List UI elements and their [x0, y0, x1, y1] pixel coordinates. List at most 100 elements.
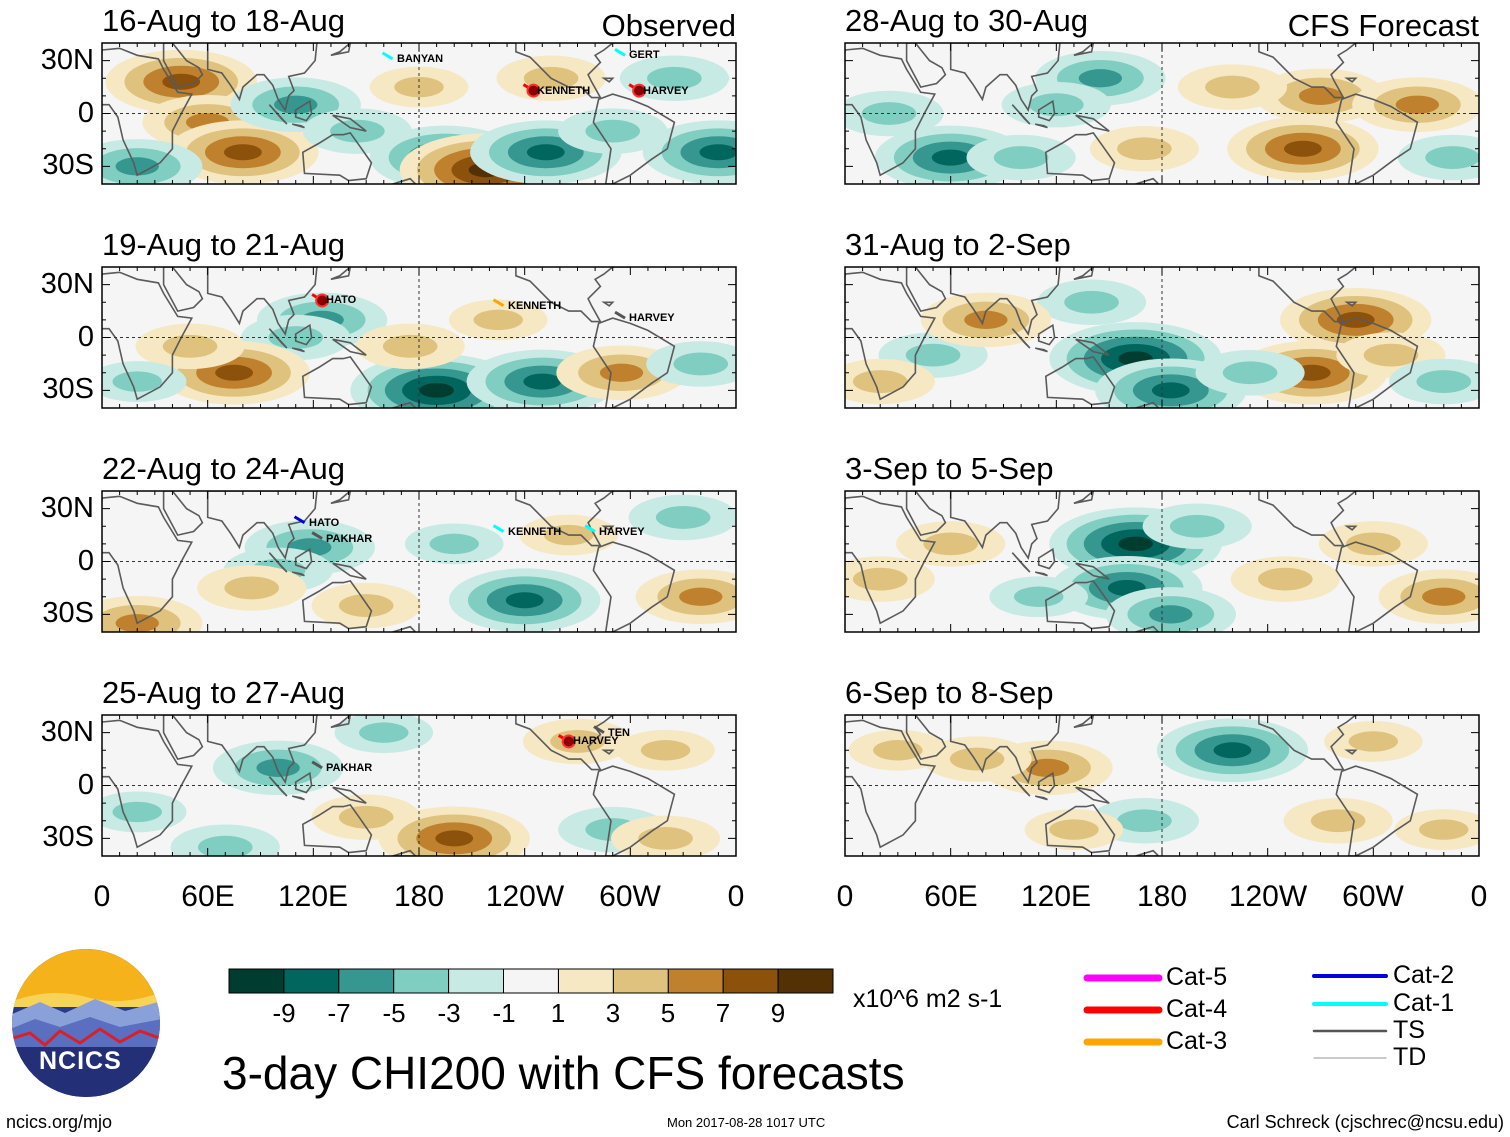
coastline-7: [332, 562, 367, 580]
anomaly-blob-5-level-2: [338, 594, 394, 617]
colorbar-swatch-8: [612, 968, 669, 994]
coastlines: [845, 267, 1419, 408]
y-axis-label-30s: 30S: [42, 373, 94, 405]
coastline-10: [453, 491, 632, 547]
coastline-5: [1034, 795, 1048, 801]
coastline-12: [601, 301, 615, 307]
colorbar-label-7: 3: [605, 998, 621, 1028]
y-axis-label-0: 0: [77, 97, 94, 129]
storm-label-harvey: HARVEY: [643, 85, 689, 97]
x-axis-label-0: 0: [836, 880, 854, 913]
coastline-1: [845, 271, 937, 401]
storm-track-2: [593, 725, 605, 734]
coastline-1: [102, 495, 194, 625]
coastline-3: [206, 267, 318, 336]
coastline-11: [1335, 765, 1419, 856]
anomaly-blob-1-level-4: [1213, 742, 1252, 759]
coastline-3: [949, 267, 1061, 336]
legend-label-cat3: Cat-3: [1166, 1027, 1228, 1055]
anomaly-blob-5-level-3: [964, 310, 1008, 329]
anomaly-blob-7-level-4: [1283, 140, 1322, 157]
anomaly-blob-8-level-2: [673, 352, 729, 376]
footer-link[interactable]: ncics.org/mjo: [6, 1112, 113, 1132]
coastline-9: [301, 803, 373, 854]
anomaly-blob-6-level-2: [852, 370, 908, 393]
panel-4: [101, 714, 737, 857]
y-axis-label-30s: 30S: [42, 821, 94, 853]
panel-title-8: 6-Sep to 8-Sep: [845, 675, 1054, 710]
anomaly-blob-4-level-2: [197, 835, 253, 856]
coastline-9: [1044, 579, 1116, 630]
anomaly-blob-1-level-3: [256, 758, 300, 777]
anomaly-blob-10-level-2: [1205, 75, 1260, 99]
coastline-10: [1196, 491, 1375, 547]
observed-label: Observed: [601, 8, 736, 43]
legend-label-ts: TS: [1393, 1016, 1425, 1044]
coastline-11: [592, 93, 676, 184]
anomaly-blob-10-level-2: [1222, 361, 1278, 385]
y-axis-label-30n: 30N: [40, 268, 94, 300]
coastline-2: [905, 43, 947, 89]
coastline-5: [1034, 123, 1048, 129]
anomaly-blob-10-level-2: [1014, 586, 1064, 607]
legend-label-cat4: Cat-4: [1166, 995, 1228, 1023]
y-axis-label-0: 0: [77, 545, 94, 577]
y-axis-label-30s: 30S: [42, 149, 94, 181]
anomaly-blob-7-level-2: [1257, 567, 1313, 591]
coastline-6: [1037, 771, 1056, 794]
legend-label-cat5: Cat-5: [1166, 963, 1228, 991]
anomaly-blob-11-level-2: [1425, 146, 1479, 169]
anomaly-blob-10-level-2: [112, 801, 162, 823]
coastline-2: [905, 491, 947, 537]
anomaly-blob-11-level-2: [112, 371, 162, 392]
anomaly-blob-2-level-2: [1029, 93, 1084, 117]
coastline-1: [102, 719, 194, 849]
anomaly-field: [845, 279, 1479, 408]
coastline-11: [592, 317, 676, 408]
anomaly-blob-10-level-2: [473, 309, 523, 331]
coastline-3: [949, 715, 1061, 784]
coastlines: [845, 43, 1419, 184]
legend-label-td: TD: [1393, 1043, 1427, 1071]
hurricane-symbol: [526, 83, 541, 98]
coastline-11: [592, 541, 676, 632]
coastline-4: [268, 776, 288, 797]
coastline-1: [845, 495, 937, 625]
panel-title-1: 16-Aug to 18-Aug: [102, 3, 346, 38]
anomaly-blob-1-level-3: [1078, 69, 1123, 88]
coastline-7: [332, 114, 367, 132]
colorbar-swatch-3: [338, 968, 395, 994]
coastline-5: [1034, 347, 1048, 353]
anomaly-blob-10-level-2: [585, 119, 641, 143]
anomaly-blob-5-level-5: [419, 383, 454, 398]
anomaly-blob-3-level-4: [223, 144, 262, 161]
coastline-12: [601, 749, 615, 755]
coastline-5: [1034, 571, 1048, 577]
storm-track-2: [311, 531, 323, 540]
coastline-11: [1335, 541, 1419, 632]
coastline-3: [949, 43, 1061, 112]
coastline-6: [294, 99, 313, 122]
anomaly-blob-9-level-2: [429, 533, 479, 555]
storm-label-harvey: HARVEY: [599, 526, 645, 538]
coastline-8: [330, 43, 352, 57]
storm-label-gert: GERT: [629, 49, 660, 61]
storm-label-ten: TEN: [608, 727, 630, 739]
coastline-5: [291, 123, 305, 129]
x-axis-label-180: 180: [1136, 880, 1188, 913]
coastline-12: [1344, 301, 1358, 307]
colorbar-swatch-2: [283, 968, 340, 994]
storm-track-4: [584, 524, 596, 533]
anomaly-blob-5-level-2: [873, 740, 923, 761]
legend-label-cat2: Cat-2: [1393, 961, 1455, 989]
coastline-10: [453, 267, 632, 323]
coastline-2: [162, 267, 204, 313]
coastline-6: [1037, 323, 1056, 346]
anomaly-blob-8-level-2: [1348, 731, 1399, 752]
coastline-10: [453, 715, 632, 771]
panel-title-5: 28-Aug to 30-Aug: [845, 3, 1089, 38]
coastline-2: [905, 267, 947, 313]
coastline-2: [905, 715, 947, 761]
x-axis-label-0: 0: [1470, 880, 1488, 913]
